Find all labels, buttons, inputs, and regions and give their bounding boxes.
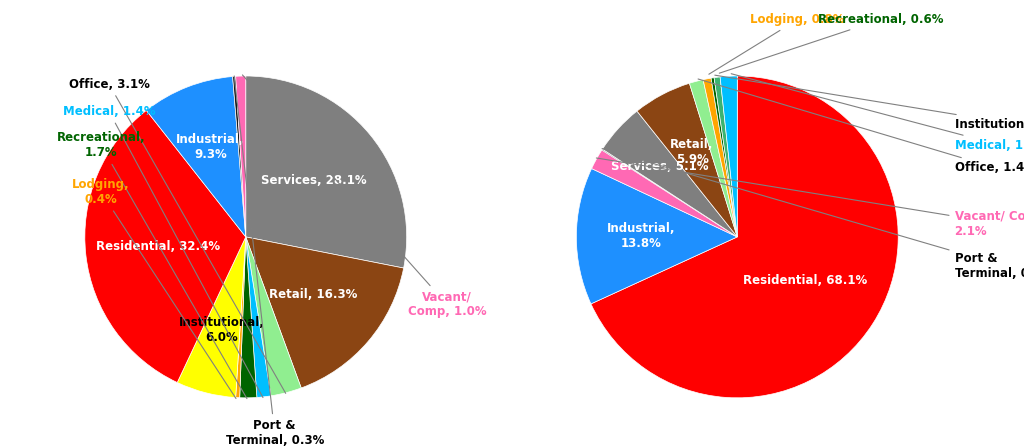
Wedge shape — [240, 237, 257, 398]
Text: Office, 3.1%: Office, 3.1% — [69, 77, 286, 393]
Wedge shape — [711, 78, 737, 237]
Text: Medical, 1.4%: Medical, 1.4% — [62, 105, 263, 397]
Wedge shape — [577, 169, 737, 304]
Wedge shape — [689, 80, 737, 237]
Text: Industrial,
9.3%: Industrial, 9.3% — [176, 133, 245, 161]
Wedge shape — [246, 237, 271, 397]
Text: Residential, 68.1%: Residential, 68.1% — [742, 274, 867, 287]
Text: Port &
Terminal, 0.3%: Port & Terminal, 0.3% — [225, 76, 324, 447]
Wedge shape — [85, 110, 246, 383]
Text: Office, 1.4%: Office, 1.4% — [698, 79, 1024, 174]
Text: Retail,
5.9%: Retail, 5.9% — [671, 138, 714, 165]
Wedge shape — [177, 237, 246, 397]
Wedge shape — [591, 76, 898, 398]
Wedge shape — [602, 149, 737, 237]
Wedge shape — [246, 237, 403, 388]
Wedge shape — [246, 76, 407, 268]
Text: Institutional,
6.0%: Institutional, 6.0% — [179, 316, 264, 345]
Wedge shape — [246, 237, 301, 396]
Text: Residential, 32.4%: Residential, 32.4% — [96, 240, 220, 253]
Text: Services, 5.1%: Services, 5.1% — [611, 160, 709, 173]
Text: Port &
Terminal, 0.1%: Port & Terminal, 0.1% — [602, 148, 1024, 280]
Text: Lodging, 0.8%: Lodging, 0.8% — [709, 13, 845, 74]
Wedge shape — [592, 150, 737, 237]
Text: Vacant/
Comp, 1.0%: Vacant/ Comp, 1.0% — [243, 75, 486, 319]
Text: Services, 28.1%: Services, 28.1% — [261, 174, 367, 187]
Wedge shape — [232, 76, 246, 237]
Text: Industrial,
13.8%: Industrial, 13.8% — [606, 223, 675, 250]
Text: Recreational, 0.6%: Recreational, 0.6% — [719, 13, 943, 73]
Text: Lodging,
0.4%: Lodging, 0.4% — [72, 178, 236, 399]
Text: Recreational,
1.7%: Recreational, 1.7% — [56, 131, 247, 399]
Wedge shape — [714, 77, 737, 237]
Text: Retail, 16.3%: Retail, 16.3% — [269, 288, 357, 301]
Wedge shape — [637, 83, 737, 237]
Wedge shape — [146, 76, 246, 237]
Text: Vacant/ Comp,
2.1%: Vacant/ Comp, 2.1% — [596, 158, 1024, 238]
Wedge shape — [602, 111, 737, 237]
Wedge shape — [236, 76, 246, 237]
Wedge shape — [236, 237, 246, 398]
Wedge shape — [703, 78, 737, 237]
Wedge shape — [720, 76, 737, 237]
Text: Medical, 1.7%: Medical, 1.7% — [731, 74, 1024, 152]
Text: Institutional, 0.3%: Institutional, 0.3% — [715, 75, 1024, 131]
